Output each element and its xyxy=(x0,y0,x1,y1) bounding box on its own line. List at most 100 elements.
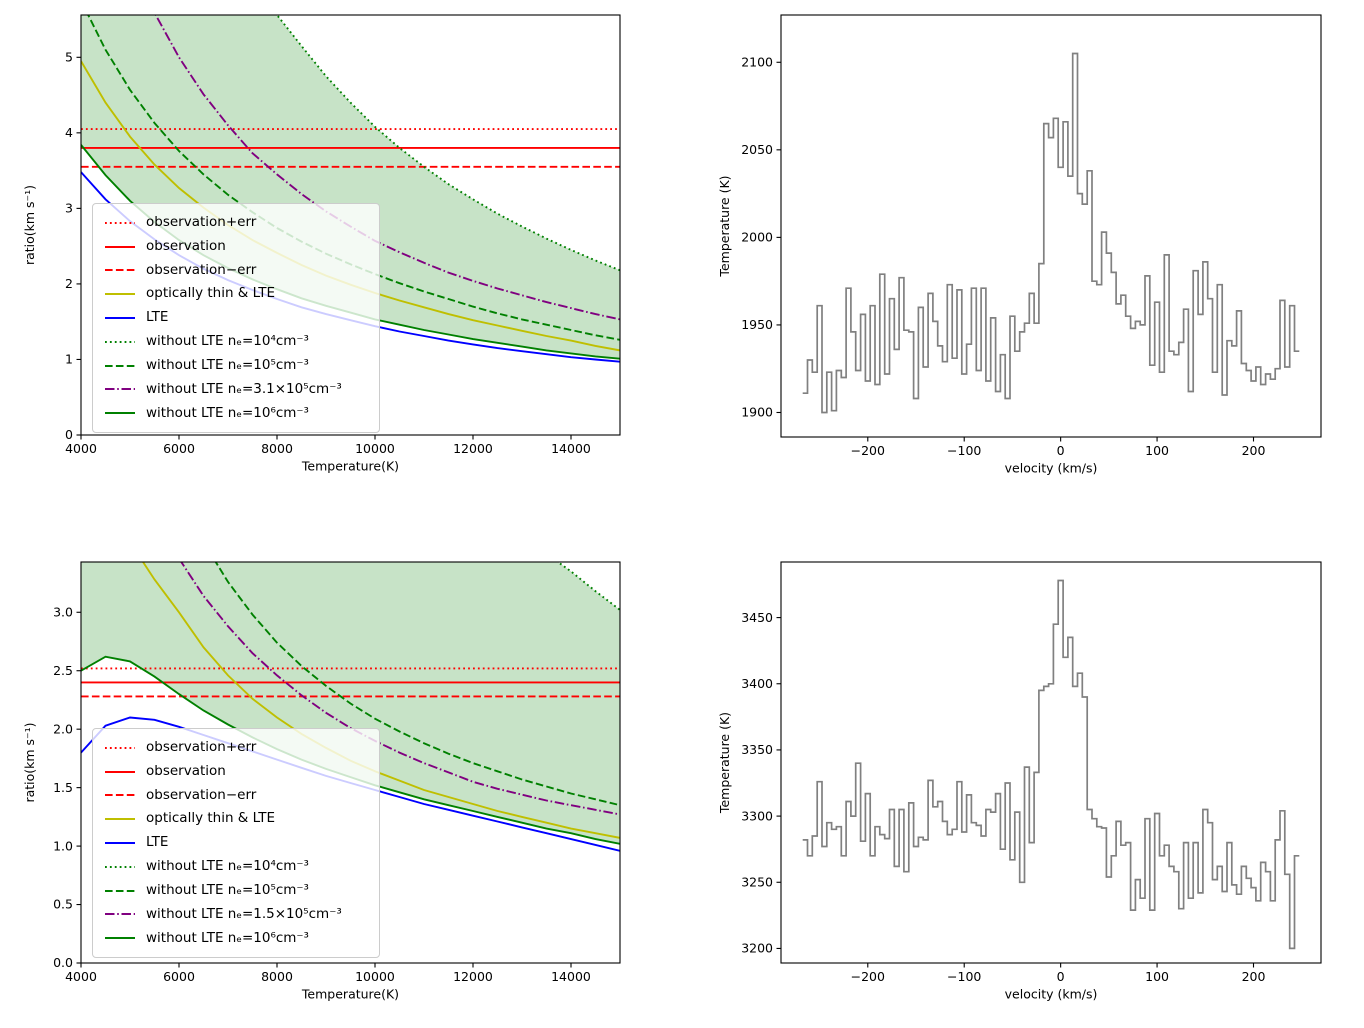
y-tick-label: 2.0 xyxy=(53,721,73,736)
y-tick-label: 1 xyxy=(65,352,73,367)
legend-label: optically thin & LTE xyxy=(146,285,276,302)
legend-line-sample xyxy=(105,794,135,797)
y-tick-label: 2050 xyxy=(741,142,773,157)
y-tick-label: 4 xyxy=(65,125,73,140)
legend-item: LTE xyxy=(103,306,369,330)
y-tick-label: 2000 xyxy=(741,230,773,245)
x-tick-label: −100 xyxy=(947,443,981,458)
legend-line-sample xyxy=(105,770,135,773)
legend-item: observation xyxy=(103,760,369,784)
x-axis-label: Temperature(K) xyxy=(301,459,399,474)
legend-label: observation+err xyxy=(146,739,257,755)
legend-label: without LTE nₑ=3.1×10⁵cm⁻³ xyxy=(146,380,342,397)
axes-frame xyxy=(80,14,621,436)
legend-line-sample xyxy=(105,865,135,868)
legend-line-sample xyxy=(105,937,135,940)
x-tick-label: −100 xyxy=(947,969,981,984)
axes-frame xyxy=(80,561,621,964)
y-tick-label: 3400 xyxy=(741,676,773,691)
legend-item: without LTE nₑ=10⁴cm⁻³ xyxy=(103,855,369,879)
legend-label: observation−err xyxy=(146,261,257,278)
x-tick-label: 200 xyxy=(1242,969,1266,984)
legend-line-sample xyxy=(105,388,135,391)
legend-item: observation−err xyxy=(103,259,369,283)
y-tick-label: 1950 xyxy=(741,317,773,332)
x-tick-label: 14000 xyxy=(551,969,591,984)
legend-line-sample xyxy=(105,412,135,415)
y-tick-label: 3350 xyxy=(741,742,773,757)
legend-line-sample xyxy=(105,293,135,296)
legend-line-sample xyxy=(105,269,135,272)
x-tick-label: 0 xyxy=(1057,969,1065,984)
x-tick-label: −200 xyxy=(851,443,885,458)
legend-label: LTE xyxy=(146,834,169,851)
y-tick-label: 0.0 xyxy=(53,955,73,970)
legend-line-sample xyxy=(105,364,135,367)
legend-item: optically thin & LTE xyxy=(103,807,369,831)
legend-label: without LTE nₑ=10⁴cm⁻³ xyxy=(146,858,309,875)
axes-frame xyxy=(780,561,1322,964)
band xyxy=(81,15,620,359)
legend-item: without LTE nₑ=10⁶cm⁻³ xyxy=(103,927,369,951)
legend-line-sample xyxy=(105,746,135,749)
legend-item: observation+err xyxy=(103,736,369,760)
x-tick-label: 4000 xyxy=(65,969,97,984)
x-tick-label: 6000 xyxy=(163,969,195,984)
x-tick-label: 14000 xyxy=(551,441,591,456)
y-tick-label: 2.5 xyxy=(53,663,73,678)
legend-item: without LTE nₑ=1.5×10⁵cm⁻³ xyxy=(103,903,369,927)
legend-label: without LTE nₑ=10⁶cm⁻³ xyxy=(146,404,309,421)
legend-item: optically thin & LTE xyxy=(103,282,369,306)
x-tick-label: −200 xyxy=(851,969,885,984)
x-tick-label: 0 xyxy=(1057,443,1065,458)
x-tick-label: 12000 xyxy=(453,441,493,456)
step-series xyxy=(802,52,1300,414)
plot-bottom-right: −200 −100 0 100 200 3200 3250 3300 3350 3400 3450 v… xyxy=(717,561,1322,1002)
x-axis-label: velocity (km/s) xyxy=(1005,987,1098,1002)
y-tick-label: 0.5 xyxy=(53,897,73,912)
x-tick-label: 200 xyxy=(1242,443,1266,458)
legend-top-left: observation+err observation observation−er… xyxy=(92,203,380,433)
x-tick-label: 10000 xyxy=(355,441,395,456)
x-tick-label: 8000 xyxy=(261,441,293,456)
legend-label: without LTE nₑ=10⁶cm⁻³ xyxy=(146,929,309,946)
legend-line-sample xyxy=(105,317,135,319)
y-tick-label: 1.0 xyxy=(53,838,73,853)
legend-bottom-left: observation+err observation observation−er… xyxy=(92,728,380,958)
legend-item: observation xyxy=(103,235,369,259)
legend-label: observation xyxy=(146,237,226,254)
x-tick-label: 100 xyxy=(1145,443,1169,458)
legend-line-sample xyxy=(105,913,135,916)
y-tick-label: 0 xyxy=(65,427,73,442)
legend-label: optically thin & LTE xyxy=(146,810,276,827)
legend-line-sample xyxy=(105,340,135,343)
y-tick-label: 3 xyxy=(65,201,73,216)
x-tick-label: 10000 xyxy=(355,969,395,984)
series-1 xyxy=(275,15,620,272)
legend-label: without LTE nₑ=10⁵cm⁻³ xyxy=(146,356,309,373)
x-tick-label: 6000 xyxy=(163,441,195,456)
legend-item: without LTE nₑ=3.1×10⁵cm⁻³ xyxy=(103,378,369,402)
plot-area xyxy=(802,579,1300,950)
plot-top-right: −200 −100 0 100 200 1900 1950 2000 2050 2100 veloc… xyxy=(717,14,1322,476)
legend-line-sample xyxy=(105,818,135,821)
legend-label: LTE xyxy=(146,309,169,326)
axes-frame xyxy=(780,14,1322,438)
x-tick-label: 4000 xyxy=(65,441,97,456)
series-2 xyxy=(214,562,620,807)
y-tick-label: 1900 xyxy=(741,405,773,420)
y-axis-label: ratio(km s⁻¹) xyxy=(22,185,37,265)
legend-label: without LTE nₑ=1.5×10⁵cm⁻³ xyxy=(146,905,342,922)
legend-label: observation+err xyxy=(146,214,257,230)
y-tick-label: 2100 xyxy=(741,54,773,69)
x-axis-label: velocity (km/s) xyxy=(1005,461,1098,476)
legend-line-sample xyxy=(105,842,135,844)
legend-line-sample xyxy=(105,245,135,248)
y-tick-label: 3300 xyxy=(741,808,773,823)
y-tick-label: 3250 xyxy=(741,874,773,889)
y-tick-label: 3.0 xyxy=(53,604,73,619)
x-tick-label: 100 xyxy=(1145,969,1169,984)
plot-area xyxy=(802,52,1300,414)
y-tick-label: 1.5 xyxy=(53,780,73,795)
